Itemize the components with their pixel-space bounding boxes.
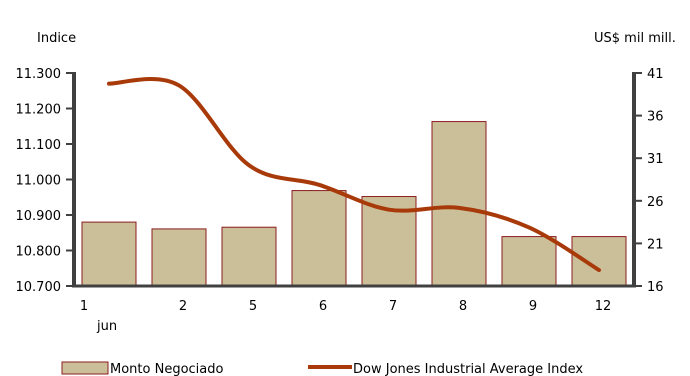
right-axis-ticks: 16 21 26 31 36 41 bbox=[634, 67, 664, 295]
left-axis-ticks: 10.700 10.800 10.900 11.000 11.100 11.200 11.3… bbox=[16, 67, 74, 295]
left-tick-label: 10.900 bbox=[16, 209, 62, 224]
x-sublabel: jun bbox=[96, 319, 117, 334]
left-tick-label: 11.100 bbox=[16, 138, 62, 153]
x-tick-label: 8 bbox=[459, 299, 467, 314]
bar-monto-negociado bbox=[431, 121, 487, 287]
x-tick-label: 2 bbox=[179, 299, 187, 314]
left-tick-label: 10.700 bbox=[16, 280, 62, 295]
dow-jones-line bbox=[107, 76, 601, 273]
bar-monto-negociado bbox=[81, 221, 137, 287]
right-axis-title: US$ mil mill. bbox=[594, 31, 676, 46]
x-tick-label: 12 bbox=[595, 299, 612, 314]
left-tick-label: 11.300 bbox=[16, 67, 62, 82]
x-tick-label: 6 bbox=[319, 299, 327, 314]
legend-swatch-bar bbox=[61, 361, 109, 375]
left-tick-label: 11.000 bbox=[16, 174, 62, 189]
right-tick-label: 26 bbox=[647, 195, 664, 210]
bar-monto-negociado bbox=[571, 236, 627, 287]
right-tick-label: 16 bbox=[647, 280, 664, 295]
left-axis-title: Indice bbox=[37, 31, 76, 46]
bar-monto-negociado bbox=[291, 190, 347, 287]
right-tick-label: 36 bbox=[647, 110, 664, 125]
right-tick-label: 31 bbox=[647, 152, 664, 167]
legend: Monto Negociado Dow Jones Industrial Ave… bbox=[61, 361, 583, 376]
left-tick-label: 11.200 bbox=[16, 103, 62, 118]
bar-monto-negociado bbox=[151, 228, 207, 287]
x-tick-label: 7 bbox=[389, 299, 397, 314]
right-tick-label: 41 bbox=[647, 67, 664, 82]
bar-monto-negociado bbox=[221, 226, 277, 287]
left-tick-label: 10.800 bbox=[16, 245, 62, 260]
legend-label-line: Dow Jones Industrial Average Index bbox=[353, 362, 583, 376]
right-tick-label: 21 bbox=[647, 237, 664, 252]
legend-label-bar: Monto Negociado bbox=[110, 362, 223, 376]
x-tick-label: 1 bbox=[80, 299, 88, 314]
x-tick-label: 9 bbox=[529, 299, 537, 314]
bar-monto-negociado bbox=[501, 236, 557, 287]
x-tick-label: 5 bbox=[249, 299, 257, 314]
x-axis-ticks: 1 2 5 6 7 8 9 12 bbox=[80, 299, 611, 314]
bars bbox=[81, 121, 627, 287]
